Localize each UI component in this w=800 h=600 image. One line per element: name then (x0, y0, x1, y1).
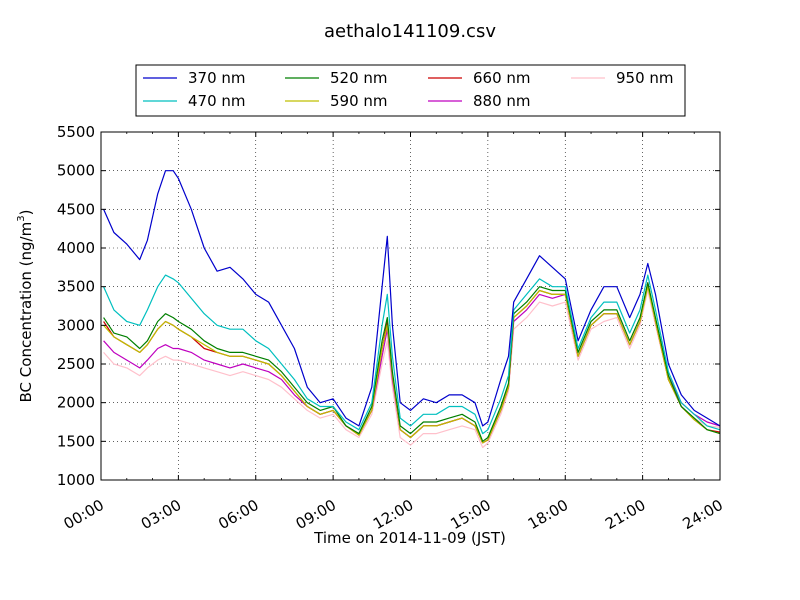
x-tick-label: 03:00 (138, 496, 184, 533)
ticks: 00:00 03:00 06:00 09:00 12:00 15:00 18:00 21:00… (57, 123, 726, 533)
x-tick-label: 06:00 (215, 496, 261, 533)
series-layer (103, 170, 720, 449)
legend: 370 nm 470 nm 520 nm 590 nm 660 nm 880 nm 950 … (135, 64, 686, 117)
x-tick-label: 12:00 (370, 496, 416, 533)
y-tick-label: 2500 (57, 355, 95, 373)
series-line-370-nm (103, 170, 720, 427)
y-axis-label-end: ) (17, 210, 35, 216)
legend-label: 470 nm (188, 92, 246, 110)
series-line-880-nm (103, 282, 720, 444)
x-tick-label: 24:00 (680, 496, 726, 533)
x-tick-label: 00:00 (61, 496, 107, 533)
y-tick-label: 3000 (57, 316, 95, 334)
y-tick-label: 1000 (57, 471, 95, 489)
legend-label: 520 nm (330, 69, 388, 87)
y-tick-label: 3500 (57, 278, 95, 296)
y-tick-label: 4000 (57, 239, 95, 257)
legend-box (135, 64, 686, 117)
chart-title: aethalo141109.csv (324, 21, 496, 42)
y-tick-label: 1500 (57, 432, 95, 450)
y-axis-label: BC Concentration (ng/m3) (16, 210, 35, 403)
series-line-520-nm (103, 282, 720, 442)
x-tick-label: 21:00 (602, 496, 648, 533)
x-tick-label: 18:00 (525, 496, 571, 533)
y-axis-label-sup: 3 (16, 215, 27, 221)
series-line-660-nm (103, 282, 720, 444)
series-line-950-nm (103, 289, 720, 449)
y-tick-label: 2000 (57, 394, 95, 412)
series-line-590-nm (103, 286, 720, 444)
series-line-470-nm (103, 274, 720, 435)
legend-label: 950 nm (616, 69, 674, 87)
legend-label: 880 nm (473, 92, 531, 110)
legend-label: 370 nm (188, 69, 246, 87)
grid (101, 132, 720, 480)
y-tick-label: 4500 (57, 200, 95, 218)
y-axis-label-main: BC Concentration (ng/m (17, 222, 35, 403)
y-tick-label: 5000 (57, 162, 95, 180)
legend-label: 660 nm (473, 69, 531, 87)
legend-label: 590 nm (330, 92, 388, 110)
x-tick-label: 15:00 (447, 496, 493, 533)
x-axis-label: Time on 2014-11-09 (JST) (313, 529, 506, 547)
y-tick-label: 5500 (57, 123, 95, 141)
x-tick-label: 09:00 (293, 496, 339, 533)
